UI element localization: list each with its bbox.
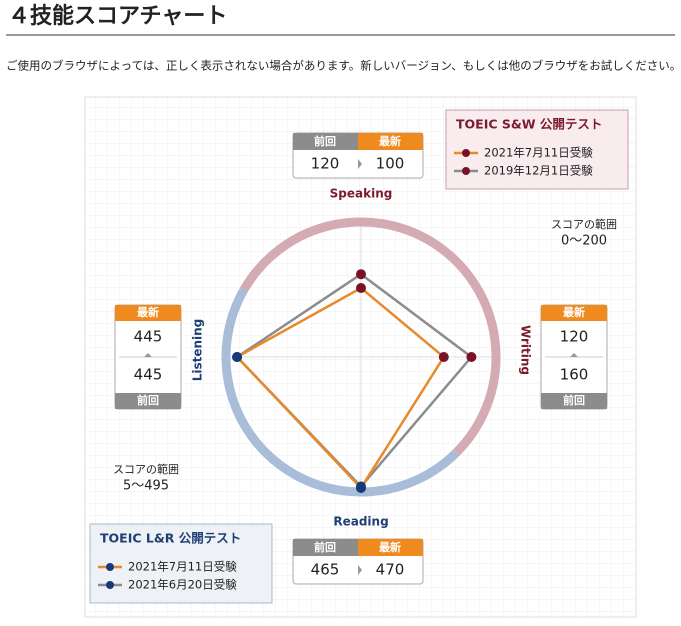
latest-label: 最新 <box>137 305 159 319</box>
legend-label: 2021年7月11日受験 <box>484 146 593 160</box>
marker <box>356 283 366 293</box>
range-label: 0～200 <box>561 234 607 249</box>
latest-label: 最新 <box>563 305 585 319</box>
legend-title: TOEIC S&W 公開テスト <box>456 117 602 132</box>
separator <box>358 159 362 169</box>
range-caption: スコアの範囲 <box>113 462 179 476</box>
latest-label: 最新 <box>379 134 401 148</box>
ring <box>221 287 460 497</box>
legend-marker <box>462 149 470 157</box>
marker <box>356 482 366 493</box>
latest-label: 最新 <box>379 540 401 554</box>
latest-header <box>115 305 181 321</box>
previous-header <box>293 133 358 150</box>
legend-marker <box>106 563 114 571</box>
marker <box>232 352 243 362</box>
legend-title: TOEIC L&R 公開テスト <box>100 531 241 546</box>
axis-label: Listening <box>191 319 205 382</box>
latest-header <box>541 305 607 321</box>
legend-marker <box>462 167 470 175</box>
previous-value: 445 <box>134 366 163 384</box>
latest-header <box>358 133 423 150</box>
latest-value: 100 <box>376 155 405 173</box>
legend <box>445 109 629 190</box>
ring <box>240 217 501 456</box>
latest-header <box>358 539 423 556</box>
marker <box>466 352 477 362</box>
separator <box>570 353 578 357</box>
previous-label: 前回 <box>314 540 336 554</box>
previous-header <box>293 539 358 556</box>
latest-value: 120 <box>560 328 589 346</box>
legend-label: 2021年7月11日受験 <box>128 560 237 574</box>
latest-value: 445 <box>134 328 163 346</box>
page-title: ４技能スコアチャート <box>8 3 227 29</box>
marker <box>356 269 366 280</box>
legend-label: 2019年12月1日受験 <box>484 164 593 178</box>
range-caption: スコアの範囲 <box>551 217 617 231</box>
latest-value: 470 <box>376 561 405 579</box>
previous-footer <box>541 393 607 409</box>
axis-label: Reading <box>333 515 388 529</box>
previous-label: 前回 <box>137 393 159 407</box>
separator <box>358 565 362 575</box>
axis-label: Writing <box>519 325 533 375</box>
legend-marker <box>106 581 114 589</box>
previous-label: 前回 <box>563 393 585 407</box>
legend <box>89 523 273 604</box>
previous-label: 前回 <box>314 134 336 148</box>
axis-label: Speaking <box>330 187 393 201</box>
previous-value: 160 <box>560 366 589 384</box>
previous-value: 465 <box>311 561 340 579</box>
range-label: 5～495 <box>123 479 169 494</box>
marker <box>438 352 449 362</box>
notice: ご使用のブラウザによっては、正しく表示されない場合があります。新しいバージョン、… <box>6 59 681 73</box>
previous-footer <box>115 393 181 409</box>
separator <box>144 353 152 357</box>
legend-label: 2021年6月20日受験 <box>128 578 237 592</box>
previous-value: 120 <box>311 155 340 173</box>
